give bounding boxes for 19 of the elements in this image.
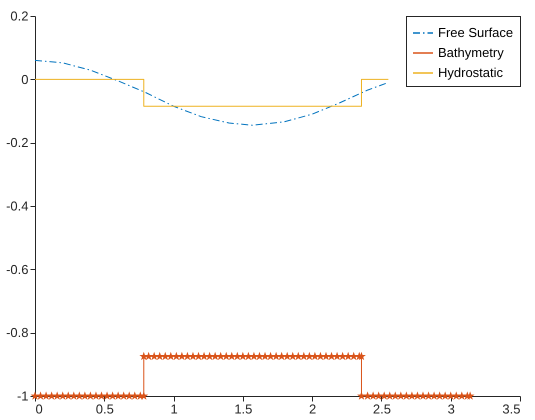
y-tick-label: -0.2 xyxy=(6,135,28,150)
line-series xyxy=(34,60,389,126)
y-tick-label: -1 xyxy=(16,388,28,404)
y-tick-label: 0 xyxy=(21,72,28,87)
legend-label: Free Surface xyxy=(438,25,514,40)
x-tick-label: 1.5 xyxy=(234,402,252,416)
x-tick-label: 3 xyxy=(448,402,455,416)
legend-label: Hydrostatic xyxy=(438,65,504,80)
x-tick-label: 3.5 xyxy=(502,402,520,416)
x-tick-label: 0 xyxy=(36,402,43,416)
x-tick-label: 1 xyxy=(170,402,178,416)
x-tick-label: 0.5 xyxy=(96,402,114,416)
x-tick-label: 2 xyxy=(309,402,316,416)
x-tick-label: 2.5 xyxy=(372,402,391,416)
y-tick-label: -0.4 xyxy=(6,198,28,214)
y-tick-label: -0.6 xyxy=(6,262,28,277)
y-tick-label: -0.8 xyxy=(6,325,28,340)
y-tick-label: 0.2 xyxy=(10,8,28,24)
legend-label: Bathymetry xyxy=(438,45,504,60)
